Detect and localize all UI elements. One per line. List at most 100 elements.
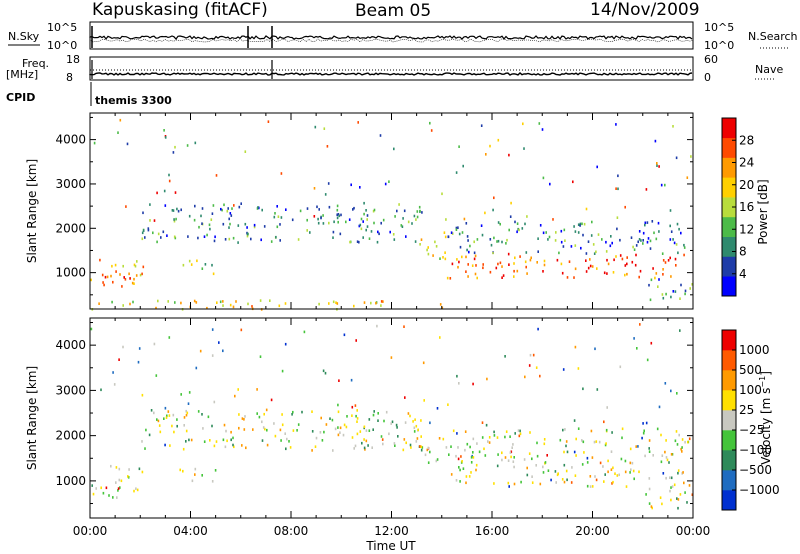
scatter-cell (354, 444, 357, 448)
scatter-cell (480, 224, 483, 227)
scatter-cell (324, 371, 327, 375)
scatter-cell (260, 238, 262, 242)
scatter-cell (603, 271, 606, 275)
scatter-cell (438, 437, 441, 440)
scatter-cell (676, 497, 678, 500)
scatter-cell (355, 414, 357, 418)
scatter-cell (603, 420, 605, 424)
scatter-cell (514, 220, 516, 224)
scatter-cell (396, 209, 398, 213)
scatter-cell (230, 438, 232, 442)
scatter-cell (415, 440, 418, 443)
scatter-cell (677, 498, 680, 501)
colorbar-segment (722, 236, 736, 257)
scatter-cell (168, 336, 171, 339)
scatter-cell (577, 223, 580, 226)
scatter-cell (512, 443, 514, 446)
scatter-cell (332, 449, 334, 452)
scatter-cell (168, 179, 171, 183)
scatter-cell (665, 456, 668, 459)
scatter-cell (504, 435, 506, 439)
scatter-cell (543, 263, 546, 267)
scatter-cell (610, 450, 613, 453)
scatter-cell (675, 156, 678, 160)
scatter-cell (363, 446, 366, 450)
scatter-cell (368, 418, 371, 421)
scatter-cell (566, 276, 569, 279)
scatter-cell (291, 413, 293, 416)
scatter-cell (450, 473, 453, 476)
scatter-cell (691, 493, 694, 496)
scatter-cell (380, 304, 382, 307)
scatter-cell (577, 367, 580, 370)
scatter-cell (222, 304, 224, 307)
scatter-cell (672, 290, 675, 293)
scatter-cell (670, 275, 672, 278)
scatter-cell (483, 447, 485, 451)
scatter-cell (648, 502, 651, 505)
scatter-cell (536, 261, 538, 264)
scatter-cell (507, 459, 510, 462)
scatter-cell (480, 124, 483, 127)
scatter-cell (110, 464, 112, 468)
scatter-cell (542, 270, 544, 273)
scatter-cell (101, 273, 104, 277)
scatter-cell (100, 486, 102, 490)
scatter-cell (108, 494, 110, 497)
scatter-cell (675, 243, 678, 246)
scatter-cell (238, 426, 240, 430)
scatter-cell (468, 250, 470, 254)
scatter-cell (573, 225, 575, 228)
scatter-cell (484, 454, 487, 457)
scatter-cell (113, 383, 116, 386)
scatter-cell (394, 444, 396, 447)
scatter-cell (589, 485, 592, 488)
scatter-cell (591, 265, 594, 268)
scatter-cell (385, 410, 388, 414)
scatter-cell (232, 236, 235, 240)
scatter-cell (531, 481, 534, 484)
scatter-cell (667, 259, 670, 262)
scatter-cell (427, 246, 429, 249)
nave-tick-top: 60 (704, 53, 718, 66)
scatter-cell (616, 474, 619, 477)
scatter-cell (669, 489, 671, 493)
scatter-cell (672, 238, 674, 241)
scatter-cell (277, 215, 280, 218)
scatter-cell (270, 240, 273, 243)
scatter-cell (456, 374, 458, 378)
scatter-cell (356, 420, 358, 423)
scatter-cell (390, 422, 392, 425)
scatter-cell (589, 264, 592, 268)
scatter-cell (366, 225, 369, 228)
scatter-cell (524, 260, 527, 264)
scatter-cell (122, 264, 124, 268)
scatter-cell (280, 216, 283, 219)
scatter-cell (660, 183, 663, 187)
scatter-cell (680, 447, 682, 451)
scatter-cell (481, 421, 484, 424)
scatter-cell (123, 276, 125, 279)
scatter-cell (501, 451, 503, 455)
x-tick-label: 00:00 (676, 524, 711, 538)
scatter-cell (455, 228, 458, 231)
scatter-cell (626, 272, 628, 276)
scatter-cell (332, 300, 335, 304)
scatter-cell (188, 438, 190, 442)
scatter-cell (543, 442, 546, 446)
scatter-cell (365, 429, 368, 432)
scatter-cell (465, 255, 467, 259)
scatter-cell (359, 223, 362, 227)
scatter-cell (595, 440, 598, 443)
scatter-cell (518, 228, 520, 232)
scatter-cell (129, 277, 131, 280)
scatter-cell (414, 418, 416, 421)
scatter-cell (522, 122, 524, 126)
scatter-cell (259, 299, 262, 302)
scatter-cell (488, 436, 491, 439)
scatter-cell (275, 235, 277, 239)
scatter-cell (526, 466, 528, 470)
scatter-cell (303, 330, 306, 334)
scatter-cell (164, 406, 167, 410)
scatter-cell (670, 498, 672, 502)
